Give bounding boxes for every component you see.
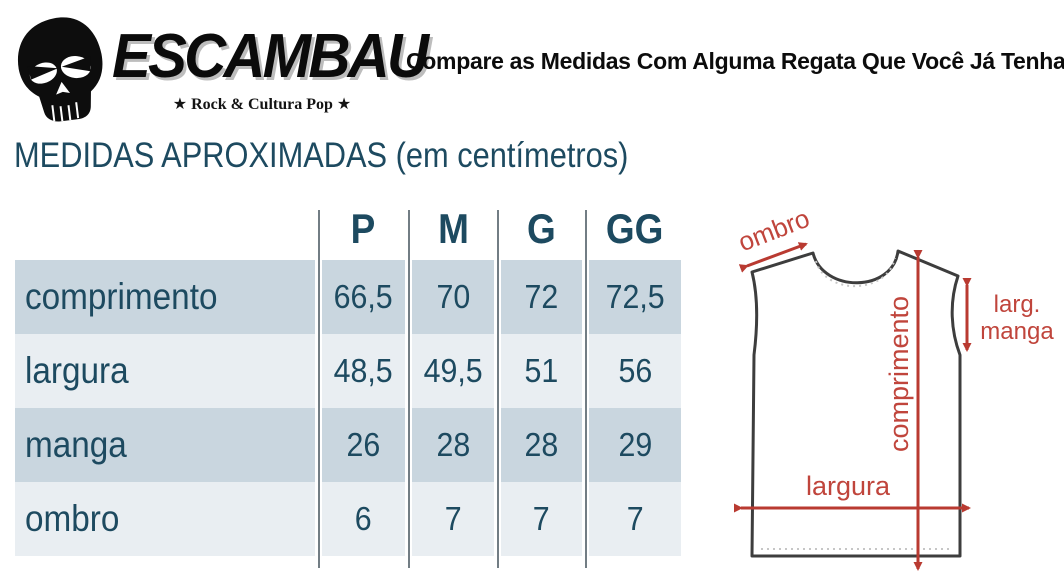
value-cell: 28 [412,408,494,482]
tank-top-diagram: ombro comprimento larg. manga largura [715,203,1064,578]
column-divider [317,210,320,568]
brand-name: ESCAMBAU [112,22,429,91]
shoulder-measure-arrow [738,242,808,273]
value-text: 51 [524,352,559,389]
value-cell: 70 [412,260,494,334]
value-cell: 29 [589,408,681,482]
column-header-g: G [501,198,582,260]
column-header-p: P [322,198,405,260]
sleeve-width-label-line2: manga [980,318,1054,345]
value-cell: 48,5 [322,334,405,408]
value-text: 7 [626,500,644,537]
row-label-text: ombro [25,498,120,539]
value-text: 72,5 [605,278,665,315]
value-cell: 26 [322,408,405,482]
value-cell: 56 [589,334,681,408]
table-row-largura: largura 48,5 49,5 51 56 [15,334,681,408]
page-title: MEDIDAS APROXIMADAS (em centímetros) [14,136,629,175]
sleeve-width-label: larg. manga [970,291,1064,345]
value-cell: 7 [412,482,494,556]
row-label: ombro [15,482,315,556]
table-row-comprimento: comprimento 66,5 70 72 72,5 [15,260,681,334]
value-text: 7 [533,500,550,537]
tank-top-outline [734,242,972,571]
compare-note-text: Compare as Medidas Com Alguma Regata Que… [406,48,1064,74]
table-row-manga: manga 26 28 28 29 [15,408,681,482]
column-header-label: GG [606,205,664,252]
value-cell: 49,5 [412,334,494,408]
value-text: 70 [436,278,470,315]
column-divider [407,210,410,568]
value-text: 49,5 [423,352,483,389]
value-text: 29 [618,426,652,463]
value-text: 28 [436,426,470,463]
value-cell: 6 [322,482,405,556]
header-empty-cell [15,198,315,260]
column-header-gg: GG [589,198,681,260]
brand-tagline: ★ Rock & Cultura Pop ★ [172,96,352,113]
column-divider [496,210,499,568]
column-divider [584,210,587,568]
column-header-label: P [351,205,376,252]
brand-block: ESCAMBAU ★ Rock & Cultura Pop ★ [112,14,432,114]
value-text: 28 [524,426,559,463]
row-label-text: manga [25,424,127,465]
value-text: 48,5 [333,352,394,389]
width-label: largura [805,471,891,501]
value-cell: 7 [589,482,681,556]
column-header-m: M [412,198,494,260]
value-text: 56 [618,352,652,389]
row-label: largura [15,334,315,408]
column-header-label: M [437,205,469,252]
value-text: 6 [355,500,372,537]
value-cell: 66,5 [322,260,405,334]
value-cell: 72 [501,260,582,334]
table-row-ombro: ombro 6 7 7 7 [15,482,681,556]
value-text: 72 [524,278,559,315]
value-text: 26 [346,426,381,463]
value-text: 66,5 [333,278,394,315]
row-label-text: comprimento [25,276,218,317]
value-cell: 51 [501,334,582,408]
value-text: 7 [444,500,462,537]
neck-stitch-line [815,257,896,288]
value-cell: 7 [501,482,582,556]
skull-logo-icon [17,17,103,122]
value-cell: 72,5 [589,260,681,334]
column-header-label: G [527,205,556,252]
sleeve-width-label-line1: larg. [993,291,1041,318]
row-label: manga [15,408,315,482]
row-label: comprimento [15,260,315,334]
value-cell: 28 [501,408,582,482]
table-header-row: P M G GG [15,198,681,260]
size-table: P M G GG comprimento 66,5 70 72 72,5 lar… [15,198,681,568]
shirt-outline [750,249,962,558]
row-label-text: largura [25,350,129,391]
